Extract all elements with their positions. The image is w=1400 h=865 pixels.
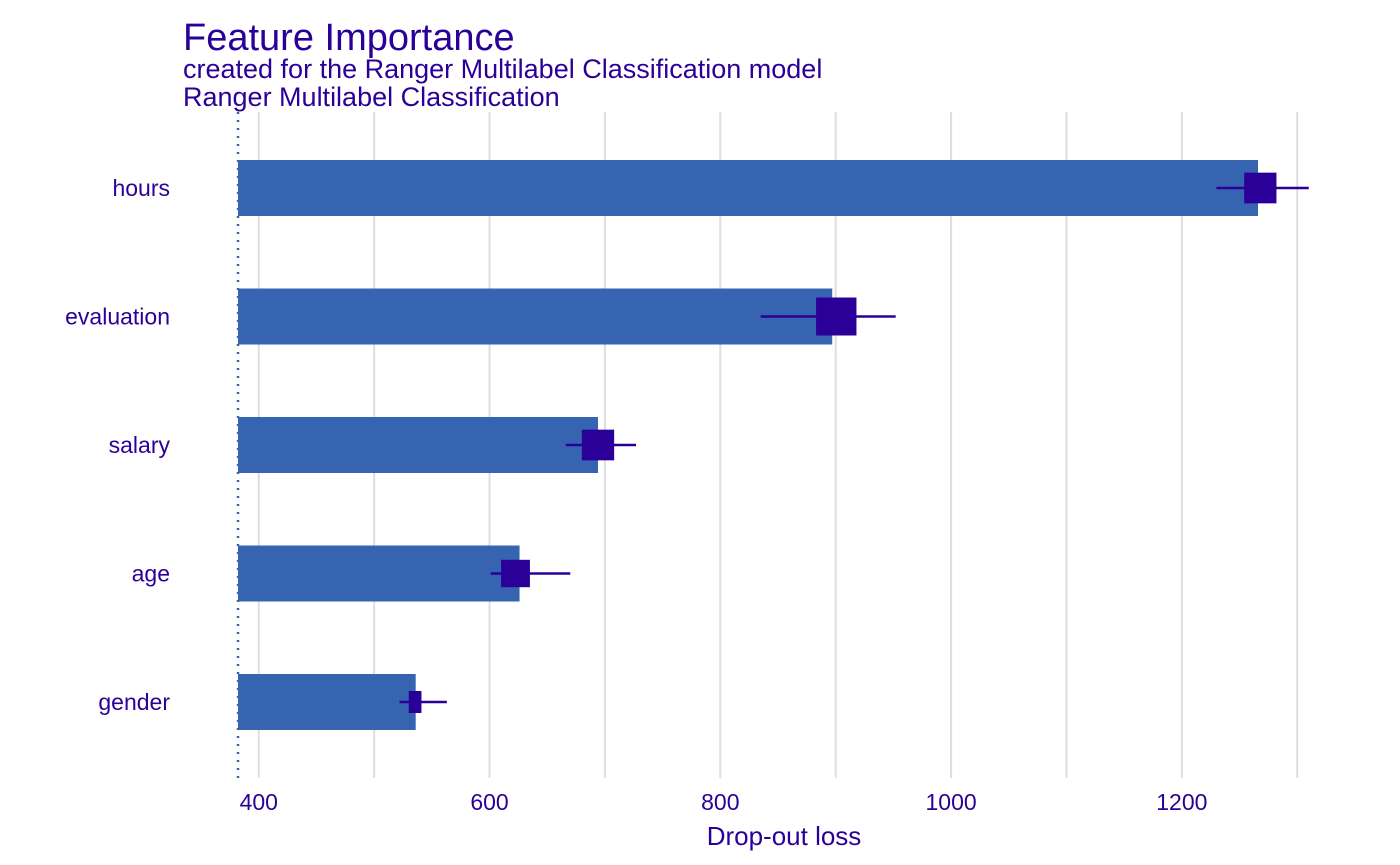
- boxplot-box: [501, 559, 530, 588]
- bar: [238, 160, 1258, 216]
- x-tick-label: 600: [470, 789, 508, 815]
- boxplot-box: [816, 297, 857, 336]
- grid-lines: [257, 112, 1299, 778]
- panel-title: Ranger Multilabel Classification: [183, 82, 560, 112]
- bar: [238, 545, 520, 602]
- bar: [238, 288, 833, 345]
- x-axis-label: Drop-out loss: [707, 821, 862, 851]
- boxplots: [399, 172, 1309, 713]
- boxplot-box: [1244, 172, 1277, 204]
- bar: [238, 417, 598, 473]
- x-tick-label: 1000: [925, 789, 976, 815]
- boxplot-box: [408, 691, 422, 713]
- bars: [238, 160, 1258, 730]
- x-tick-label: 1200: [1156, 789, 1207, 815]
- x-tick-labels: 400 600 800 1000 1200: [240, 789, 1208, 815]
- y-tick-label: hours: [112, 175, 170, 201]
- y-tick-label: evaluation: [65, 304, 170, 330]
- bar: [238, 674, 416, 730]
- y-tick-label: gender: [98, 689, 170, 715]
- y-tick-label: age: [132, 561, 170, 587]
- x-tick-label: 400: [240, 789, 278, 815]
- y-tick-labels: hours evaluation salary age gender: [65, 175, 170, 715]
- y-tick-label: salary: [109, 432, 171, 458]
- x-tick-label: 800: [701, 789, 739, 815]
- chart-title: Feature Importance: [183, 17, 515, 59]
- chart-subtitle: created for the Ranger Multilabel Classi…: [183, 54, 822, 84]
- boxplot-box: [581, 429, 615, 461]
